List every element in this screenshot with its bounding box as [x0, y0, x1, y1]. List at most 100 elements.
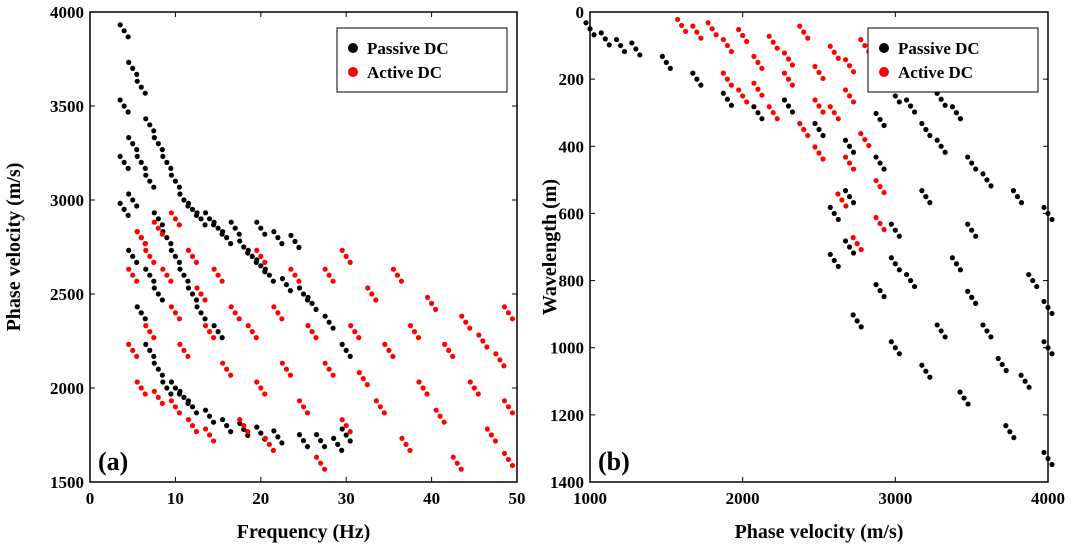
data-point [744, 38, 750, 45]
data-point [232, 310, 238, 316]
data-point [846, 194, 853, 200]
data-point [147, 122, 153, 128]
data-point [181, 197, 187, 203]
data-point [245, 247, 251, 253]
data-point [820, 109, 826, 115]
data-point [888, 339, 894, 345]
data-point [304, 444, 311, 450]
data-point [850, 250, 857, 256]
data-point [210, 335, 217, 341]
data-point [877, 160, 883, 166]
data-point [420, 385, 426, 391]
data-point [873, 154, 879, 160]
data-point [343, 423, 349, 429]
data-point [591, 32, 597, 38]
data-point [690, 23, 696, 29]
data-point [164, 385, 170, 391]
data-point [176, 222, 182, 228]
data-point [356, 335, 362, 341]
data-point [934, 137, 940, 143]
legend-entry: Passive DC [367, 39, 449, 58]
data-point [881, 166, 887, 172]
data-point [121, 159, 127, 165]
data-point [839, 197, 845, 203]
data-point [433, 306, 439, 312]
x-tick-label: 40 [423, 489, 440, 508]
data-point [877, 183, 883, 190]
data-point [927, 374, 933, 380]
data-point [842, 137, 849, 143]
data-point [919, 362, 925, 368]
data-point [373, 398, 379, 404]
data-point [172, 216, 178, 222]
data-point [245, 323, 251, 329]
data-point [403, 441, 409, 447]
data-point [321, 444, 328, 450]
data-point [147, 347, 153, 353]
data-point [766, 104, 772, 110]
data-point [446, 347, 452, 353]
data-point [211, 219, 217, 225]
data-point [224, 235, 230, 241]
data-point [602, 36, 608, 42]
legend: Passive DC Active DC [867, 27, 1039, 93]
data-point [1022, 378, 1028, 384]
panel-b: 1000 2000 3000 4000 0 200 400 600 800 1000 1200 140… [539, 3, 1065, 543]
data-point [143, 172, 149, 178]
data-point [805, 132, 811, 139]
data-point [724, 76, 731, 82]
data-point [241, 423, 247, 429]
data-point [942, 149, 948, 155]
data-point [339, 426, 345, 432]
data-point [279, 440, 285, 446]
data-point [134, 147, 140, 153]
data-point [812, 97, 818, 103]
data-point [850, 149, 857, 155]
data-point [151, 285, 157, 291]
data-point [283, 282, 290, 288]
data-point [781, 70, 788, 76]
data-point [949, 255, 956, 261]
data-point [908, 277, 914, 284]
data-point [842, 87, 849, 93]
data-point [339, 341, 345, 347]
data-point [881, 226, 887, 233]
data-point [820, 156, 826, 162]
data-point [770, 39, 776, 45]
data-point [134, 71, 140, 77]
data-point [509, 410, 516, 416]
data-point [266, 272, 272, 278]
data-point [164, 159, 170, 165]
data-point [488, 432, 494, 438]
data-point [147, 253, 153, 259]
data-point [151, 135, 157, 141]
data-point [270, 278, 276, 284]
data-point [130, 253, 136, 259]
data-point [938, 143, 944, 149]
data-point [296, 278, 302, 284]
data-point [254, 257, 260, 263]
data-point [360, 376, 366, 382]
data-point [759, 92, 765, 98]
data-point [210, 438, 217, 444]
data-point [313, 432, 320, 438]
data-point [168, 379, 174, 385]
data-point [347, 259, 353, 265]
data-point [258, 430, 264, 436]
data-point [842, 154, 849, 160]
data-point [877, 288, 883, 294]
data-point [797, 23, 803, 29]
data-point [155, 216, 161, 222]
data-point [961, 395, 967, 401]
data-point [690, 70, 696, 76]
data-point [155, 366, 161, 372]
y-tick-label: 1500 [50, 473, 84, 492]
data-point [373, 297, 379, 303]
legend-marker [348, 43, 358, 53]
data-point [873, 110, 879, 117]
data-point [934, 322, 940, 328]
data-point [185, 353, 191, 359]
data-point [919, 188, 925, 194]
data-point [168, 247, 174, 253]
data-point [142, 90, 148, 96]
